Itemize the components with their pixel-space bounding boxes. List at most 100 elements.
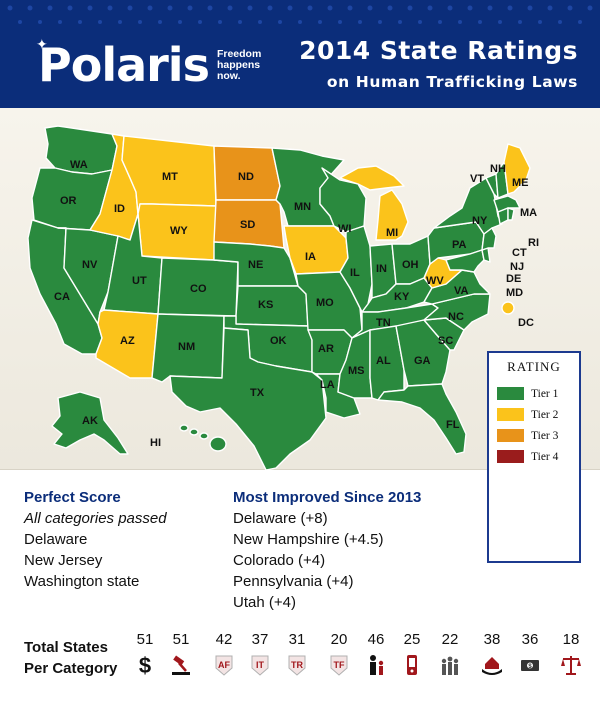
state-FL: [377, 383, 467, 455]
svg-text:$: $: [528, 664, 532, 670]
label-PA: PA: [452, 239, 467, 251]
legend-label: Tier 2: [531, 408, 559, 421]
label-TX: TX: [250, 387, 265, 399]
header-banner: ✦ Polaris Freedom happens now. 2014 Stat…: [0, 0, 600, 108]
label-MS: MS: [348, 365, 365, 377]
rating-legend: RATING Tier 1 Tier 2 Tier 3 Tier 4: [487, 351, 581, 563]
perfect-score-heading: Perfect Score: [24, 489, 121, 506]
state-MD: [445, 249, 485, 273]
logo-text: Polaris: [38, 38, 210, 92]
label-WY: WY: [170, 225, 188, 237]
gavel-icon: [172, 655, 190, 675]
category-count: 25: [403, 631, 421, 648]
category-count: 51: [172, 631, 190, 648]
logo-tagline: Freedom happens now.: [216, 47, 262, 82]
label-WA: WA: [70, 159, 88, 171]
legend-label: Tier 1: [531, 387, 559, 400]
category-scales: 18: [552, 631, 590, 682]
legend-title: RATING: [507, 359, 561, 374]
label-ID: ID: [114, 203, 125, 215]
state-MS: [337, 329, 373, 399]
label-OR: OR: [60, 195, 77, 207]
label-KS: KS: [258, 299, 273, 311]
category-adult-child: 46: [357, 631, 395, 682]
label-VT: VT: [470, 173, 484, 185]
legend-item: Tier 2: [497, 404, 571, 425]
category-af: 42 AF: [205, 631, 243, 682]
badge-text: TF: [334, 660, 345, 670]
label-MT: MT: [162, 171, 178, 183]
category-count: 42: [215, 631, 233, 648]
label-IA: IA: [305, 251, 316, 263]
list-item: Utah (+4): [233, 594, 296, 611]
label-ME: ME: [512, 177, 529, 189]
most-improved-section: Most Improved Since 2013 Delaware (+8) N…: [233, 487, 421, 613]
legend-swatch: [497, 408, 524, 421]
label-LA: LA: [320, 379, 335, 391]
category-count: 36: [521, 631, 539, 648]
label-AZ: AZ: [120, 335, 135, 347]
dollar-icon: $: [139, 653, 151, 677]
tr-badge-icon: TR: [288, 655, 306, 676]
legend-swatch: [497, 387, 524, 400]
label-OH: OH: [402, 259, 419, 271]
af-badge-icon: AF: [215, 655, 233, 676]
category-count: 22: [441, 631, 459, 648]
label-KY: KY: [394, 291, 410, 303]
category-money: 36 $: [511, 631, 549, 682]
label-GA: GA: [414, 355, 431, 367]
state-ME: [503, 143, 531, 195]
category-house-hands: 38: [473, 631, 511, 682]
category-people-group: 22: [431, 631, 469, 682]
state-AK: [51, 391, 129, 455]
perfect-score-section: Perfect Score All categories passed Dela…: [24, 487, 167, 592]
state-HI: [179, 424, 227, 452]
label-NE: NE: [248, 259, 263, 271]
label-OK: OK: [270, 335, 287, 347]
perfect-score-subheading: All categories passed: [24, 510, 167, 527]
label-WV: WV: [426, 275, 444, 287]
label-NM: NM: [178, 341, 195, 353]
label-CO: CO: [190, 283, 207, 295]
state-CO: [157, 257, 239, 317]
label-DE: DE: [506, 273, 521, 285]
title-line-1: 2014 State Ratings: [299, 36, 578, 65]
category-tr: 31 TR: [278, 631, 316, 682]
label-NV: NV: [82, 259, 98, 271]
category-count: 31: [288, 631, 306, 648]
label-ND: ND: [238, 171, 254, 183]
label-MD: MD: [506, 287, 523, 299]
state-NJ: [481, 227, 497, 251]
people-group-icon: [441, 656, 459, 675]
label-AR: AR: [318, 343, 334, 355]
label-AL: AL: [376, 355, 391, 367]
label-MA: MA: [520, 207, 537, 219]
label-FL: FL: [446, 419, 460, 431]
legend-item: Tier 1: [497, 383, 571, 404]
legend-swatch: [497, 450, 524, 463]
category-phone: 25: [393, 631, 431, 682]
label-HI: HI: [150, 437, 161, 449]
list-item: Delaware (+8): [233, 510, 328, 527]
label-TN: TN: [376, 317, 391, 329]
state-NE: [213, 241, 299, 287]
legend-item: Tier 3: [497, 425, 571, 446]
totals-label: Total States Per Category: [24, 637, 117, 679]
money-icon: $: [521, 660, 539, 671]
label-IL: IL: [350, 267, 360, 279]
adult-child-icon: [370, 655, 384, 675]
scales-icon: [561, 656, 581, 675]
totals-label-line2: Per Category: [24, 660, 118, 677]
category-count: 37: [251, 631, 269, 648]
label-CA: CA: [54, 291, 70, 303]
tf-badge-icon: TF: [330, 655, 348, 676]
label-NH: NH: [490, 163, 506, 175]
state-labels: WA OR CA NV ID MT WY UT AZ CO NM ND SD N…: [54, 159, 539, 449]
category-it: 37 IT: [241, 631, 279, 682]
label-MI: MI: [386, 227, 398, 239]
label-SD: SD: [240, 219, 255, 231]
list-item: Washington state: [24, 573, 140, 590]
it-badge-icon: IT: [251, 655, 269, 676]
state-MI: [375, 189, 409, 241]
polaris-logo: Polaris Freedom happens now.: [38, 38, 277, 92]
